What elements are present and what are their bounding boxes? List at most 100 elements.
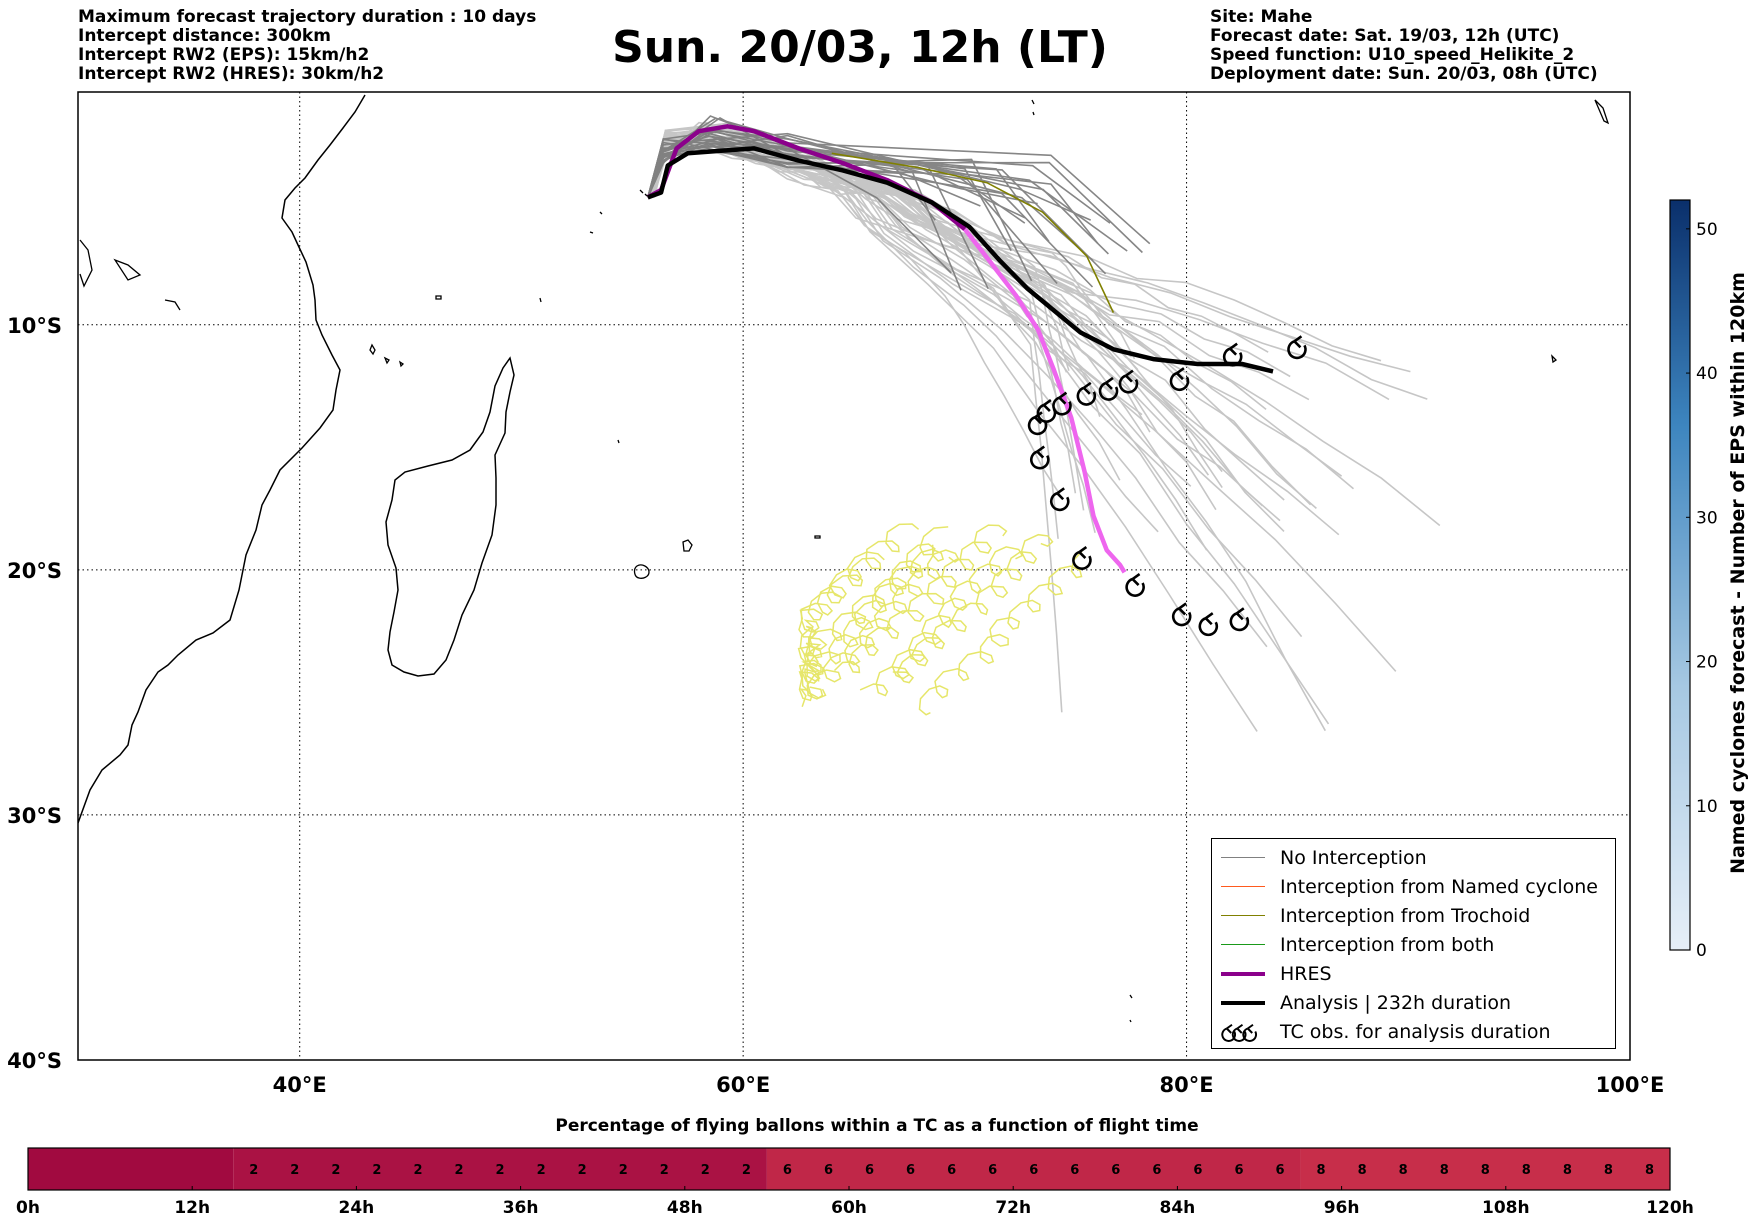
info-line: Deployment date: Sun. 20/03, 08h (UTC)	[1210, 64, 1598, 84]
longitude-tick-label: 100°E	[1596, 1073, 1665, 1097]
ensemble-trajectory	[647, 134, 1326, 732]
flight-time-cell-value: 2	[249, 1163, 258, 1178]
analysis-trajectory	[647, 146, 1274, 374]
legend-item: No Interception	[1212, 843, 1615, 872]
flight-time-cell-value: 6	[1152, 1163, 1161, 1178]
flight-time-cell-value: 2	[455, 1163, 464, 1178]
info-line: Intercept distance: 300km	[78, 26, 331, 46]
mauritius-island	[682, 539, 693, 552]
madagascar-coastline	[385, 356, 515, 677]
no-interception-trajectory	[647, 129, 1050, 242]
colorbar-tick-label: 0	[1696, 941, 1707, 961]
flight-time-cell-value: 8	[1563, 1163, 1572, 1178]
latitude-tick-label: 20°S	[7, 559, 62, 583]
flight-time-cell-value: 6	[1111, 1163, 1120, 1178]
flight-time-cell-value: 2	[331, 1163, 340, 1178]
info-line: Site: Mahe	[1210, 7, 1313, 27]
legend-item: Interception from both	[1212, 930, 1615, 959]
flight-time-cell-value: 8	[1358, 1163, 1367, 1178]
flight-time-tick-label: 96h	[1324, 1198, 1360, 1218]
flight-time-cell-value: 6	[1234, 1163, 1243, 1178]
legend-swatch	[1218, 886, 1268, 887]
looping-trajectory	[918, 550, 1083, 716]
flight-time-cell-value: 2	[619, 1163, 628, 1178]
flight-time-cell-value: 2	[578, 1163, 587, 1178]
rodrigues-island	[814, 535, 821, 539]
info-line: Forecast date: Sat. 19/03, 12h (UTC)	[1210, 26, 1560, 46]
flight-time-tick-label: 108h	[1482, 1198, 1530, 1218]
flight-time-tick-label: 72h	[995, 1198, 1031, 1218]
legend-swatch	[1218, 1000, 1268, 1005]
flight-time-cell-value: 8	[1317, 1163, 1326, 1178]
flight-time-tick-label: 36h	[503, 1198, 539, 1218]
flight-time-cell-value: 2	[290, 1163, 299, 1178]
ensemble-trajectory	[648, 137, 1063, 713]
site-parameters: Site: Mahe Forecast date: Sat. 19/03, 12…	[1210, 8, 1598, 84]
hres-trajectory-late	[963, 227, 1127, 574]
flight-time-cell-value: 6	[906, 1163, 915, 1178]
map-frame	[77, 91, 1631, 1061]
legend-label: Interception from both	[1280, 933, 1495, 956]
latitude-tick-label: 30°S	[7, 804, 62, 828]
flight-time-cell-value: 2	[372, 1163, 381, 1178]
info-line: Intercept RW2 (EPS): 15km/h2	[78, 45, 370, 65]
cyclone-icon	[1036, 398, 1057, 423]
africa-coastline	[78, 94, 366, 824]
cyclone-icon	[1198, 611, 1219, 637]
legend-item: Analysis | 232h duration	[1212, 988, 1615, 1017]
flight-time-cell-value: 6	[1070, 1163, 1079, 1178]
flight-time-segment	[1300, 1148, 1670, 1190]
looping-trajectory	[804, 544, 945, 699]
cyclone-icon	[1125, 572, 1145, 597]
legend-label: Analysis | 232h duration	[1280, 991, 1512, 1014]
legend-item: Interception from Trochoid	[1212, 901, 1615, 930]
ensemble-trajectory	[651, 125, 1317, 510]
flight-time-colorbar-title: Percentage of flying ballons within a TC…	[555, 1116, 1199, 1136]
info-line: Intercept RW2 (HRES): 30km/h2	[78, 64, 385, 84]
looping-trajectory	[798, 523, 920, 682]
legend-label: HRES	[1280, 962, 1332, 985]
flight-time-cell-value: 6	[783, 1163, 792, 1178]
eps-colorbar-label: Named cyclones forecast - Number of EPS …	[1727, 272, 1749, 874]
flight-time-cell-value: 6	[988, 1163, 997, 1178]
flight-time-segment	[766, 1148, 1301, 1190]
flight-time-cell-value: 2	[537, 1163, 546, 1178]
looping-trajectory	[892, 533, 1054, 684]
legend-label: Interception from Trochoid	[1280, 904, 1531, 927]
ensemble-trajectory	[648, 136, 1303, 638]
reunion-island	[633, 564, 650, 579]
flight-time-tick-label: 24h	[339, 1198, 375, 1218]
flight-time-tick-label: 120h	[1646, 1198, 1694, 1218]
longitude-tick-label: 60°E	[716, 1073, 770, 1097]
ensemble-trajectory	[647, 142, 1397, 672]
flight-time-cell-value: 2	[742, 1163, 751, 1178]
flight-time-cell-value: 2	[701, 1163, 710, 1178]
legend-item: Interception from Named cyclone	[1212, 872, 1615, 901]
looping-trajectory	[833, 524, 1008, 674]
flight-time-tick-label: 84h	[1160, 1198, 1196, 1218]
flight-time-cell-value: 8	[1645, 1163, 1654, 1178]
latitude-tick-label: 10°S	[7, 314, 62, 338]
colorbar-tick-label: 30	[1696, 508, 1718, 528]
flight-time-cell-value: 6	[1029, 1163, 1038, 1178]
trochoid-interception-trajectory	[831, 152, 1115, 313]
legend-swatch	[1218, 857, 1268, 858]
flight-time-cell-value: 6	[865, 1163, 874, 1178]
legend-swatch	[1218, 971, 1268, 976]
madagascar-channel-islands	[435, 295, 620, 444]
colorbar-tick-label: 10	[1696, 797, 1718, 817]
legend-swatch	[1218, 915, 1268, 916]
ensemble-trajectory	[647, 130, 1310, 401]
forecast-parameters: Maximum forecast trajectory duration : 1…	[78, 8, 536, 84]
colorbar-tick-label: 50	[1696, 220, 1718, 240]
flight-time-tick-label: 60h	[831, 1198, 867, 1218]
east-asia-islands	[1129, 99, 1610, 1023]
legend-item: HRES	[1212, 959, 1615, 988]
legend-label: No Interception	[1280, 846, 1427, 869]
flight-time-cell-value: 2	[660, 1163, 669, 1178]
flight-time-cell-value: 8	[1399, 1163, 1408, 1178]
latitude-tick-label: 40°S	[7, 1049, 62, 1073]
info-line: Maximum forecast trajectory duration : 1…	[78, 7, 537, 27]
colorbar-tick-label: 40	[1696, 364, 1718, 384]
